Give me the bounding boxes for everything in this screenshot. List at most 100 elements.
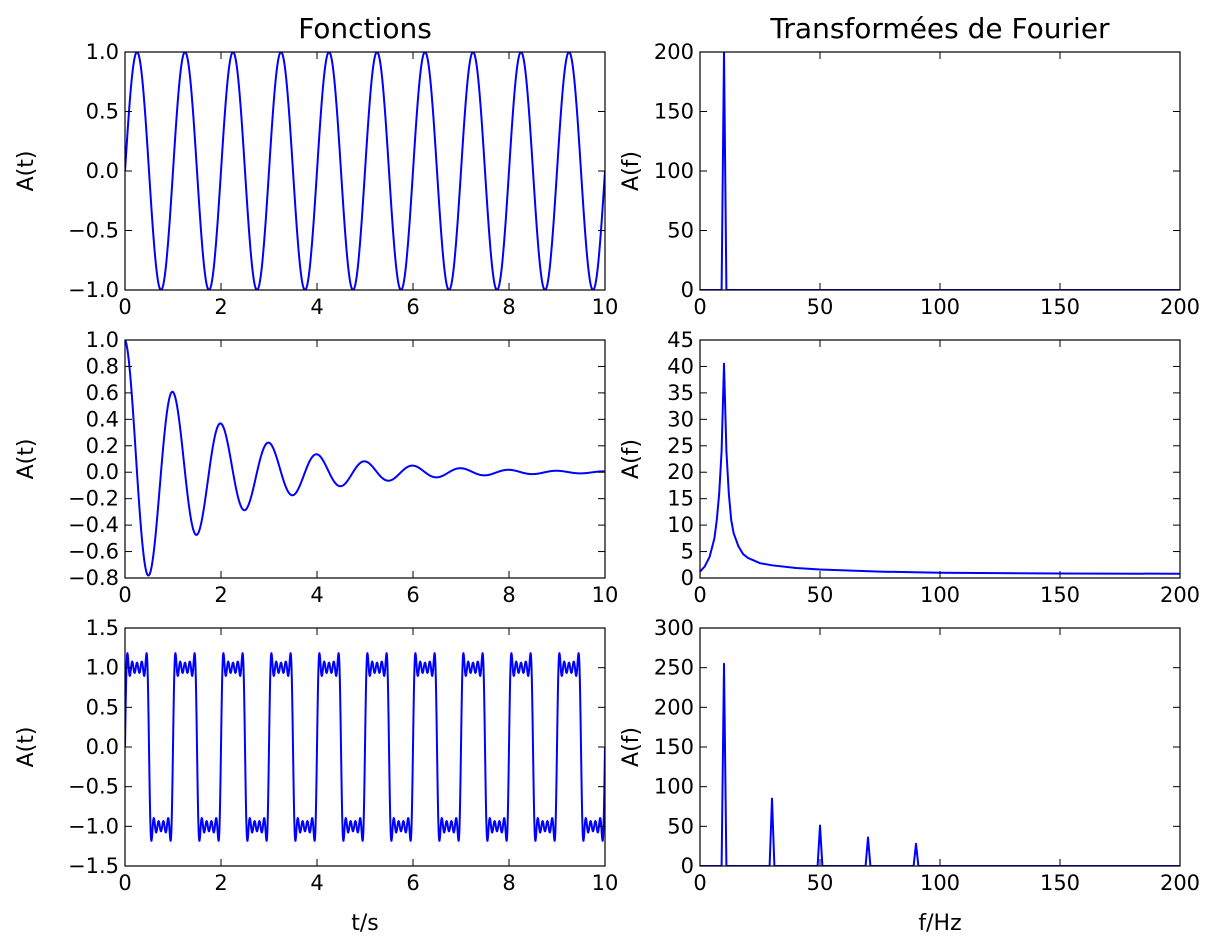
x-tick-label: 150 [1040, 583, 1080, 607]
y-tick-label: 50 [667, 814, 694, 838]
sine-time-plot: 0 2 4 6 8 10 −1.0 −0.5 0.0 0.5 1.0 A(t) [14, 40, 618, 319]
square-time-y-axis-label: A(t) [14, 727, 39, 768]
y-tick-label: 0.2 [86, 434, 119, 458]
y-tick-label: −0.6 [68, 540, 119, 564]
y-tick-label: 0.6 [86, 381, 119, 405]
y-tick-label: 5 [681, 540, 694, 564]
left-column-title: Fonctions [298, 12, 432, 45]
square-time-series-line [125, 652, 605, 842]
y-tick-label: 100 [654, 775, 694, 799]
y-tick-label: 35 [667, 381, 694, 405]
y-tick-label: 0.4 [86, 407, 119, 431]
x-tick-label: 0 [693, 583, 706, 607]
y-tick-label: 0 [681, 854, 694, 878]
y-tick-label: 150 [654, 100, 694, 124]
y-tick-label: 200 [654, 695, 694, 719]
y-tick-label: 40 [667, 354, 694, 378]
damped-fft-y-axis-label: A(f) [619, 439, 644, 479]
y-tick-label: 20 [667, 460, 694, 484]
y-tick-label: 0.8 [86, 354, 119, 378]
y-tick-label: 1.0 [86, 40, 119, 64]
y-tick-label: 250 [654, 656, 694, 680]
x-tick-label: 10 [592, 871, 619, 895]
x-tick-label: 10 [592, 583, 619, 607]
x-tick-label: 4 [310, 295, 323, 319]
y-tick-label: −0.2 [68, 487, 119, 511]
damped-time-y-axis-label: A(t) [14, 439, 39, 480]
y-tick-label: 10 [667, 513, 694, 537]
sine-fft-axes-frame [699, 51, 1181, 291]
y-tick-label: 25 [667, 434, 694, 458]
x-axis-label-time: t/s [351, 911, 379, 936]
right-column-title: Transformées de Fourier [769, 12, 1110, 45]
x-tick-label: 8 [502, 295, 515, 319]
x-tick-label: 4 [310, 583, 323, 607]
x-tick-label: 200 [1160, 871, 1200, 895]
x-tick-label: 0 [693, 295, 706, 319]
x-tick-label: 8 [502, 583, 515, 607]
sine-fft-series-line [700, 52, 1180, 290]
y-tick-label: 0 [681, 278, 694, 302]
y-tick-label: 0.5 [86, 100, 119, 124]
damped-time-plot: 0 2 4 6 8 10 −0.8−0.6 −0.4−0.2 0.00.2 0.40.6 0.81.… [14, 328, 618, 607]
x-tick-label: 100 [920, 295, 960, 319]
x-tick-label: 6 [406, 583, 419, 607]
damped-fft-series-line [700, 362, 1180, 575]
y-tick-label: 150 [654, 735, 694, 759]
damped-fft-axes-frame [699, 339, 1181, 579]
sine-fft-y-axis-label: A(f) [619, 151, 644, 191]
y-tick-label: −0.5 [68, 775, 119, 799]
y-tick-label: 200 [654, 40, 694, 64]
y-tick-label: 0.0 [86, 460, 119, 484]
square-fft-axes-frame [699, 627, 1181, 867]
y-tick-label: 100 [654, 159, 694, 183]
y-tick-label: 1.5 [86, 616, 119, 640]
x-tick-label: 0 [118, 871, 131, 895]
x-tick-label: 2 [214, 295, 227, 319]
x-tick-label: 10 [592, 295, 619, 319]
square-fft-series-line [700, 662, 1180, 866]
x-tick-label: 150 [1040, 871, 1080, 895]
x-tick-label: 100 [920, 583, 960, 607]
y-tick-label: −0.5 [68, 219, 119, 243]
square-time-plot: 0 2 4 6 8 10 −1.5 −1.0 −0.5 0.0 0.5 1.0 1.5 A(t) [14, 616, 618, 895]
x-tick-label: 8 [502, 871, 515, 895]
y-tick-label: −0.8 [68, 566, 119, 590]
x-tick-label: 200 [1160, 583, 1200, 607]
sine-time-series-line [125, 52, 605, 290]
x-tick-label: 4 [310, 871, 323, 895]
y-tick-label: 1.0 [86, 656, 119, 680]
square-fft-y-axis-label: A(f) [619, 727, 644, 767]
sine-fft-plot: 0 50 100 150 200 0 50 100 150 200 A(f) [619, 40, 1200, 319]
x-tick-label: 50 [807, 583, 834, 607]
y-tick-label: 45 [667, 328, 694, 352]
square-fft-plot: 0 50 100 150 200 0 50 100 150 200 250 300 A(f) [619, 616, 1200, 895]
x-tick-label: 200 [1160, 295, 1200, 319]
y-tick-label: 0.0 [86, 735, 119, 759]
x-tick-label: 0 [118, 583, 131, 607]
x-tick-label: 2 [214, 583, 227, 607]
y-tick-label: 50 [667, 219, 694, 243]
x-tick-label: 100 [920, 871, 960, 895]
y-tick-label: −0.4 [68, 513, 119, 537]
x-tick-label: 50 [807, 295, 834, 319]
x-tick-label: 6 [406, 295, 419, 319]
y-tick-label: −1.0 [68, 278, 119, 302]
x-tick-label: 150 [1040, 295, 1080, 319]
y-tick-label: 30 [667, 407, 694, 431]
y-tick-label: −1.5 [68, 854, 119, 878]
y-tick-label: −1.0 [68, 814, 119, 838]
y-tick-label: 1.0 [86, 328, 119, 352]
damped-time-series-line [125, 340, 605, 577]
x-axis-label-frequency: f/Hz [918, 911, 961, 936]
y-tick-label: 0.0 [86, 159, 119, 183]
y-tick-label: 15 [667, 487, 694, 511]
y-tick-label: 0 [681, 566, 694, 590]
x-tick-label: 0 [118, 295, 131, 319]
x-tick-label: 6 [406, 871, 419, 895]
x-tick-label: 0 [693, 871, 706, 895]
x-tick-label: 2 [214, 871, 227, 895]
y-tick-label: 300 [654, 616, 694, 640]
